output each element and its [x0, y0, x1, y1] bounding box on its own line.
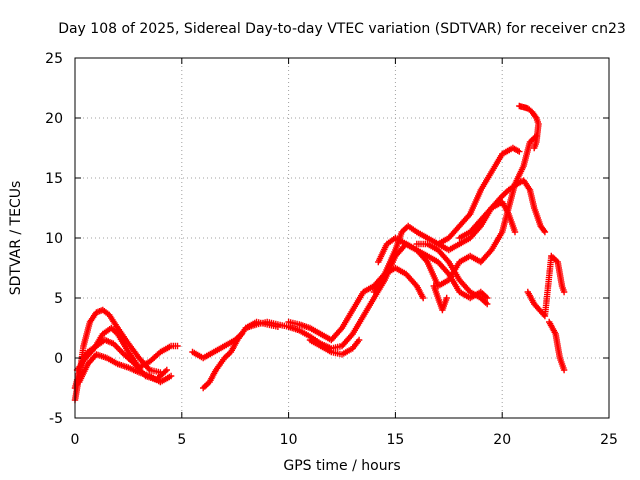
- y-tick-label: 20: [45, 111, 63, 127]
- plus-markers: [413, 240, 491, 308]
- series-track-13: [434, 144, 523, 248]
- series-track-4: [76, 351, 175, 386]
- plus-markers: [306, 336, 363, 358]
- y-tick-label: 10: [45, 231, 63, 247]
- plus-markers: [456, 177, 549, 242]
- series-track-16: [524, 252, 568, 320]
- plus-markers: [546, 318, 568, 374]
- y-tick-label: -5: [49, 411, 63, 427]
- axis-ticks: 0 5 10 15 20 25 -5 0 5 10 15 20 25: [45, 51, 618, 448]
- series-track-18: [430, 282, 450, 314]
- y-tick-label: 15: [45, 171, 63, 187]
- plus-markers: [516, 102, 542, 152]
- series-track-17: [546, 318, 568, 374]
- series-track-3: [73, 324, 181, 374]
- y-tick-label: 25: [45, 51, 63, 67]
- series-track-9: [306, 336, 363, 358]
- y-tick-label: 5: [54, 291, 63, 307]
- series-track-14: [456, 177, 549, 242]
- chart-title: Day 108 of 2025, Sidereal Day-to-day VTE…: [58, 21, 626, 37]
- x-tick-label: 5: [177, 432, 186, 448]
- plus-markers: [434, 144, 523, 248]
- y-tick-label: 0: [54, 351, 63, 367]
- series-track-6: [189, 330, 245, 362]
- x-tick-label: 25: [600, 432, 618, 448]
- plus-markers: [76, 351, 175, 386]
- x-tick-label: 0: [71, 432, 80, 448]
- x-axis-label: GPS time / hours: [283, 458, 400, 474]
- data-points: [71, 102, 568, 404]
- plus-markers: [189, 330, 245, 362]
- x-tick-label: 15: [386, 432, 404, 448]
- series-track-12: [413, 240, 491, 308]
- y-axis-label: SDTVAR / TECUs: [8, 181, 24, 296]
- plus-markers: [430, 282, 450, 314]
- x-tick-label: 10: [280, 432, 298, 448]
- plus-markers: [73, 324, 181, 374]
- plus-markers: [524, 252, 568, 320]
- series-track-15: [516, 102, 542, 152]
- x-tick-label: 20: [493, 432, 511, 448]
